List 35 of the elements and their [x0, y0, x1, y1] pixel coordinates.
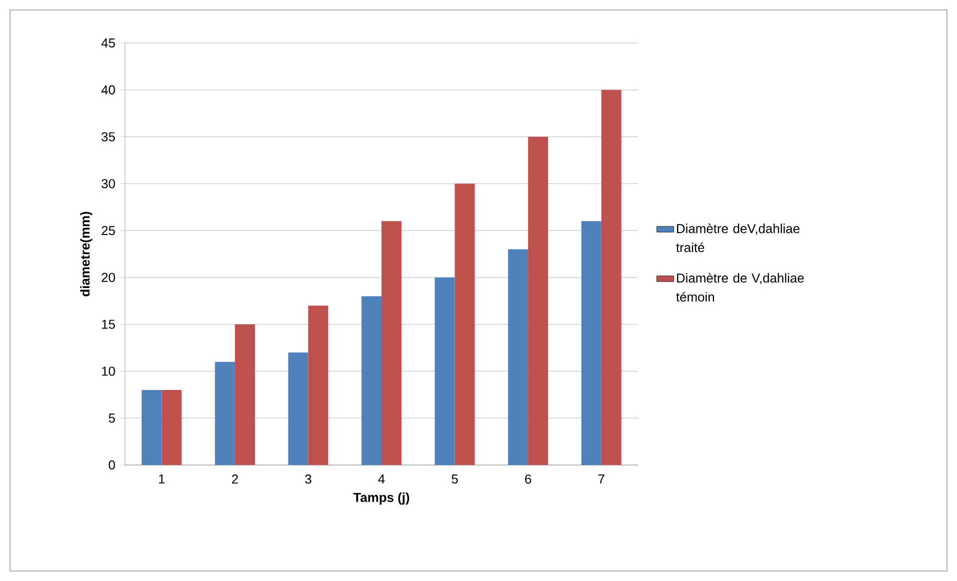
y-tick-label: 35 [102, 132, 115, 142]
bar [581, 221, 602, 465]
bar [142, 390, 162, 465]
y-axis-title: diametre(mm) [80, 212, 92, 296]
bar [382, 221, 402, 465]
legend-label: Diamètre de V,dahliae témoin [676, 272, 804, 302]
x-tick-label: 5 [452, 474, 458, 484]
x-tick-label: 7 [598, 474, 604, 484]
y-tick-label: 20 [102, 272, 115, 282]
x-tick-label: 1 [159, 474, 165, 484]
bar [234, 324, 255, 465]
y-tick-label: 40 [101, 85, 115, 94]
y-tick-label: 25 [102, 226, 115, 236]
bar [308, 306, 328, 465]
legend-label: Diamètre deV,dahliae traité [676, 224, 800, 252]
bar [362, 296, 382, 465]
x-tick-label: 2 [232, 474, 238, 484]
x-axis-title: Tamps (j) [353, 492, 410, 505]
x-tick-label: 3 [305, 474, 312, 484]
y-tick-label: 0 [108, 460, 115, 470]
y-tick-label: 45 [101, 38, 115, 48]
bar [601, 90, 622, 465]
bar [288, 352, 308, 465]
x-tick-label: 6 [525, 474, 532, 484]
bar [454, 184, 475, 465]
y-tick-label: 30 [102, 179, 115, 188]
y-tick-label: 15 [102, 320, 115, 329]
y-tick-label: 10 [102, 366, 115, 376]
y-tick-label: 5 [108, 414, 115, 423]
bar [528, 136, 548, 465]
bar [162, 390, 182, 465]
bar [508, 249, 528, 465]
bar [214, 362, 235, 465]
x-tick-label: 4 [378, 474, 385, 484]
bar [434, 277, 455, 465]
